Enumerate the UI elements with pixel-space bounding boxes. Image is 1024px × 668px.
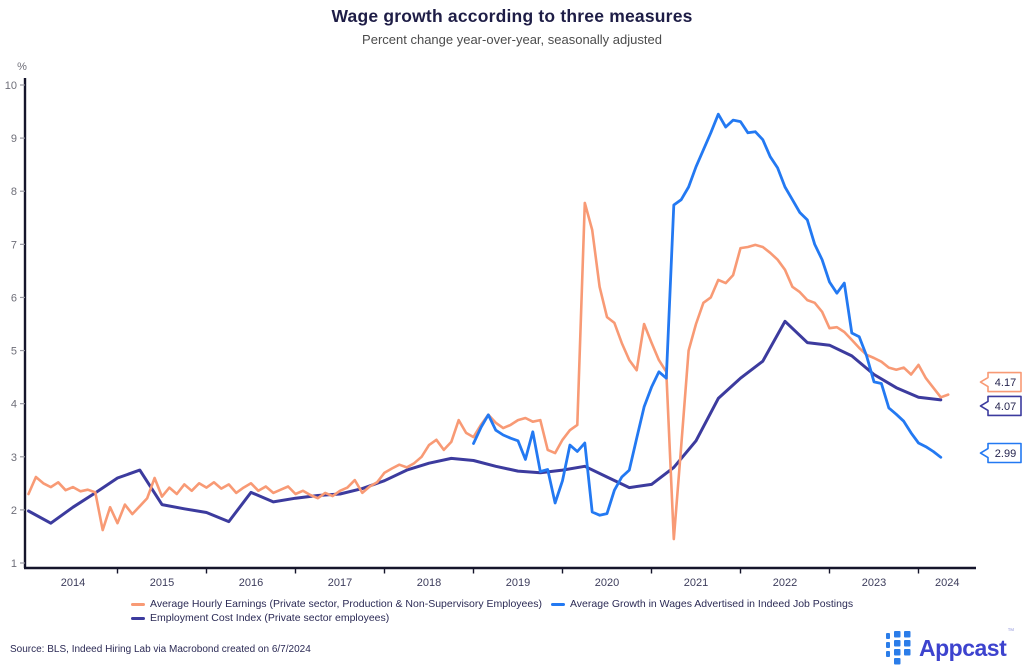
legend-row: Average Hourly Earnings (Private sector,…	[131, 598, 853, 610]
legend-item: Average Hourly Earnings (Private sector,…	[131, 598, 542, 610]
x-axis-year-label: 2023	[862, 577, 886, 589]
end-label-value: 2.99	[995, 448, 1016, 460]
x-axis-year-label: 2016	[239, 577, 263, 589]
legend-item: Average Growth in Wages Advertised in In…	[550, 598, 854, 610]
y-axis-tick-label: 9	[11, 133, 17, 145]
x-axis-year-label: 2022	[773, 577, 797, 589]
appcast-logo-icon	[886, 631, 911, 665]
x-axis-year-label: 2019	[506, 577, 530, 589]
end-label-callout	[979, 395, 1022, 417]
appcast-logo-wordmark: Appcast	[919, 634, 1007, 661]
y-axis-tick-label: 5	[11, 346, 17, 358]
x-axis-year-label: 2014	[61, 577, 85, 589]
x-axis-year-label: 2020	[595, 577, 619, 589]
legend-item: Employment Cost Index (Private sector em…	[131, 612, 389, 624]
series-line-2	[27, 319, 943, 525]
series-line-1	[472, 112, 943, 517]
y-axis-tick-label: 2	[11, 505, 17, 517]
end-label-callout	[979, 371, 1022, 393]
end-label-value: 4.07	[995, 401, 1016, 413]
x-axis-year-label: 2017	[328, 577, 352, 589]
y-axis-tick-label: 3	[11, 452, 17, 464]
legend-row: Employment Cost Index (Private sector em…	[131, 612, 853, 624]
x-axis-year-label: 2018	[417, 577, 441, 589]
page-subtitle: Percent change year-over-year, seasonall…	[362, 32, 662, 47]
y-axis-tick-label: 7	[11, 239, 17, 251]
legend-label: Average Hourly Earnings (Private sector,…	[150, 598, 542, 610]
legend-label: Employment Cost Index (Private sector em…	[150, 612, 390, 624]
x-axis-year-label: 2015	[150, 577, 174, 589]
end-label-callout	[979, 442, 1022, 464]
appcast-logo: Appcast™	[886, 628, 1014, 665]
chart-legend: Average Hourly Earnings (Private sector,…	[131, 598, 853, 624]
x-axis-year-label: 2021	[684, 577, 708, 589]
legend-swatch	[131, 602, 145, 606]
series-line-0	[27, 201, 950, 541]
source-text: Source: BLS, Indeed Hiring Lab via Macro…	[10, 644, 311, 655]
end-label-value: 4.17	[995, 377, 1016, 389]
appcast-logo-text: Appcast™	[919, 628, 1014, 661]
y-axis-tick-label: 1	[11, 558, 17, 570]
x-axis-year-label: 2024	[935, 577, 959, 589]
y-axis-tick-label: 8	[11, 186, 17, 198]
y-axis-tick-label: 6	[11, 292, 17, 304]
y-axis-tick-label: 10	[5, 80, 17, 92]
legend-swatch	[131, 616, 145, 620]
legend-label: Average Growth in Wages Advertised in In…	[569, 598, 854, 610]
legend-swatch	[550, 602, 565, 606]
page-title: Wage growth according to three measures	[331, 6, 693, 26]
y-axis-unit-label: %	[17, 61, 27, 73]
appcast-trademark: ™	[1007, 627, 1014, 635]
y-axis-tick-label: 4	[11, 399, 17, 411]
